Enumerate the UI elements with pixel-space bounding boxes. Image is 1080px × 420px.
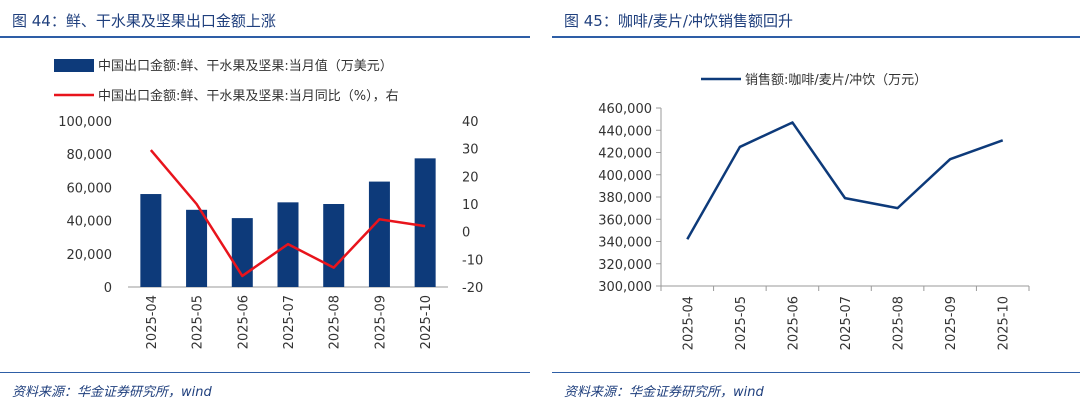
export-amount-bar <box>414 158 436 287</box>
right-figure-panel: 图 45：咖啡/麦片/冲饮销售额回升 销售额:咖啡/麦片/冲饮（万元） 300,0… <box>552 0 1080 420</box>
left-figure-title: 图 44：鲜、干水果及坚果出口金额上涨 <box>12 12 276 30</box>
y-left-tick-label: 40,000 <box>67 215 113 230</box>
left-title-rule <box>0 36 530 38</box>
y-tick-label: 320,000 <box>598 258 652 273</box>
y-tick-label: 340,000 <box>598 236 652 251</box>
legend-line-label: 销售额:咖啡/麦片/冲饮（万元） <box>745 72 927 88</box>
y-tick-label: 400,000 <box>598 169 652 184</box>
export-amount-bar <box>186 209 208 287</box>
x-category-label: 2025-05 <box>191 295 206 349</box>
y-right-tick-label: 30 <box>462 143 479 158</box>
y-right-tick-label: 40 <box>462 115 479 130</box>
sales-line <box>686 121 1004 240</box>
y-tick-label: 440,000 <box>598 124 652 139</box>
export-amount-bar <box>140 194 162 287</box>
y-right-tick-label: -10 <box>462 253 483 268</box>
right-title-rule <box>552 36 1080 38</box>
right-source-rule <box>552 372 1080 373</box>
x-category-label: 2025-06 <box>786 296 801 350</box>
x-category-label: 2025-05 <box>734 296 749 350</box>
x-category-label: 2025-04 <box>145 295 160 349</box>
y-tick-label: 460,000 <box>598 102 652 117</box>
y-right-tick-label: -20 <box>462 281 483 296</box>
legend-line-label: 中国出口金额:鲜、干水果及坚果:当月同比（%），右 <box>98 88 399 104</box>
left-source-note: 资料来源：华金证券研究所，wind <box>12 385 212 400</box>
legend-bar-swatch <box>54 59 94 72</box>
right-source-note: 资料来源：华金证券研究所，wind <box>564 385 764 400</box>
y-tick-label: 300,000 <box>598 280 652 295</box>
right-figure-title: 图 45：咖啡/麦片/冲饮销售额回升 <box>564 12 793 30</box>
x-category-label: 2025-07 <box>282 295 297 349</box>
export-amount-bar <box>323 204 345 287</box>
y-tick-label: 380,000 <box>598 191 652 206</box>
x-category-label: 2025-06 <box>236 295 251 349</box>
y-left-tick-label: 60,000 <box>67 181 113 196</box>
y-right-tick-label: 20 <box>462 170 479 185</box>
x-category-label: 2025-07 <box>839 296 854 350</box>
x-category-label: 2025-10 <box>419 295 434 349</box>
left-source-rule <box>0 372 530 373</box>
x-category-label: 2025-04 <box>681 296 696 350</box>
x-category-label: 2025-10 <box>997 296 1012 350</box>
y-tick-label: 360,000 <box>598 213 652 228</box>
export-amount-bar <box>368 181 390 287</box>
y-tick-label: 420,000 <box>598 147 652 162</box>
y-left-tick-label: 100,000 <box>58 115 112 130</box>
yoy-growth-line <box>149 149 426 278</box>
legend-bar-label: 中国出口金额:鲜、干水果及坚果:当月值（万美元） <box>98 58 393 74</box>
x-category-label: 2025-09 <box>373 295 388 349</box>
coffee-sales-chart: 销售额:咖啡/麦片/冲饮（万元） 300,000 320,000 340,000 360… <box>598 72 1030 350</box>
y-left-tick-label: 0 <box>104 281 112 296</box>
x-category-label: 2025-09 <box>944 296 959 350</box>
export-amount-chart: 中国出口金额:鲜、干水果及坚果:当月值（万美元） 中国出口金额:鲜、干水果及坚果:… <box>54 58 483 349</box>
y-right-tick-label: 0 <box>462 226 470 241</box>
left-figure-panel: 图 44：鲜、干水果及坚果出口金额上涨 中国出口金额:鲜、干水果及坚果:当月值（… <box>0 0 530 420</box>
x-category-label: 2025-08 <box>328 295 343 349</box>
y-left-tick-label: 20,000 <box>67 248 113 263</box>
x-category-label: 2025-08 <box>892 296 907 350</box>
y-right-tick-label: 10 <box>462 198 479 213</box>
y-left-tick-label: 80,000 <box>67 148 113 163</box>
